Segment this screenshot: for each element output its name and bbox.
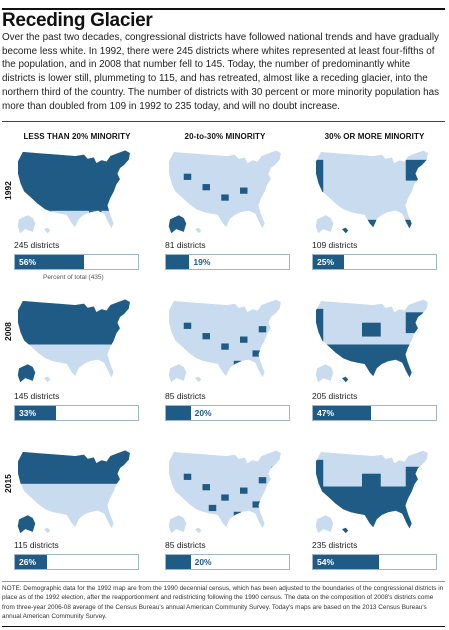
column-header-less-than-20: LESS THAN 20% MINORITY [23,132,131,141]
column-header-30-or-more: 30% OR MORE MINORITY [324,132,425,141]
year-label-1992: 1992 [3,181,13,200]
note-divider [2,581,445,582]
district-count-label: 109 districts [312,240,358,250]
page-title: Receding Glacier [2,10,153,31]
year-label-2015: 2015 [3,474,13,493]
us-district-map [165,446,290,536]
district-count-label: 245 districts [14,240,60,250]
district-count-label: 205 districts [312,391,358,401]
column-header-20-to-30: 20-to-30% MINORITY [184,132,266,141]
percent-bar-label: 19% [193,257,211,267]
percent-bar-label: 54% [317,557,335,567]
us-district-map [14,146,139,236]
percent-bar-label: 20% [194,557,212,567]
percent-bar-label: 33% [19,408,37,418]
percent-bar-fill [15,555,47,569]
district-count-label: 145 districts [14,391,60,401]
percent-bar-fill [313,255,344,269]
percent-bar: 47% [312,405,437,421]
percent-of-total-note: Percent of total (435) [43,274,104,281]
percent-bar-fill [15,406,56,420]
us-district-map [312,446,437,536]
percent-bar: 56% [14,254,139,270]
percent-bar-fill [166,555,191,569]
year-label-2008: 2008 [3,322,13,341]
us-district-map [165,146,290,236]
district-count-label: 85 districts [165,540,206,550]
percent-bar-fill [166,406,191,420]
percent-bar: 26% [14,554,139,570]
percent-bar-label: 26% [19,557,37,567]
percent-bar: 25% [312,254,437,270]
percent-bar: 33% [14,405,139,421]
us-district-map [14,446,139,536]
percent-bar-label: 47% [317,408,335,418]
percent-bar: 54% [312,554,437,570]
percent-bar-label: 56% [19,257,37,267]
percent-bar-fill [313,406,371,420]
district-count-label: 81 districts [165,240,206,250]
district-count-label: 235 districts [312,540,358,550]
percent-bar-fill [166,255,190,269]
percent-bar-label: 25% [317,257,335,267]
percent-bar-label: 20% [194,408,212,418]
percent-bar: 20% [165,405,290,421]
top-rule [2,8,445,10]
intro-paragraph: Over the past two decades, congressional… [2,32,440,112]
us-district-map [312,146,437,236]
bottom-rule [2,626,445,627]
percent-bar: 19% [165,254,290,270]
footnote: NOTE: Demographic data for the 1992 map … [2,585,444,621]
percent-bar-fill [15,255,84,269]
percent-bar: 20% [165,554,290,570]
us-district-map [165,295,290,385]
district-count-label: 115 districts [14,540,59,550]
us-district-map [312,295,437,385]
us-district-map [14,295,139,385]
district-count-label: 85 districts [165,391,206,401]
intro-divider [2,121,445,122]
percent-bar-fill [313,555,380,569]
